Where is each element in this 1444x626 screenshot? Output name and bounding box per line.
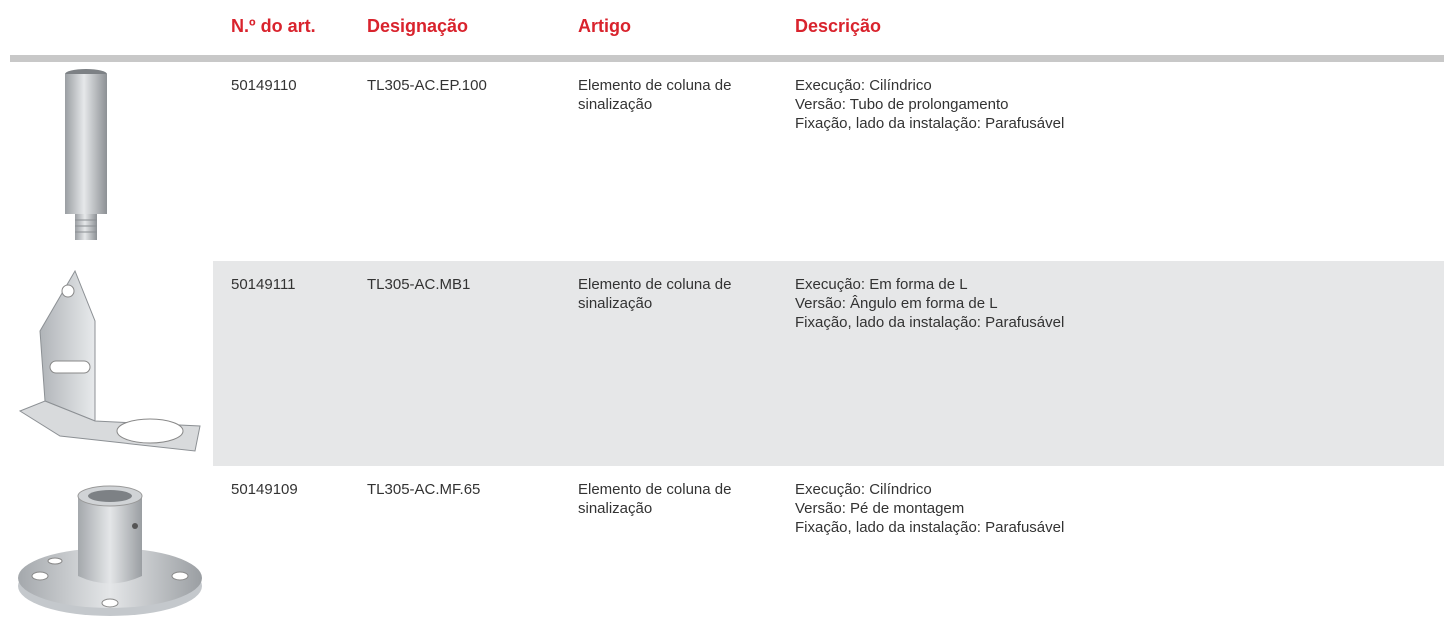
- description-line: Versão: Pé de montagem: [795, 500, 965, 517]
- designation: TL305-AC.EP.100: [367, 77, 487, 94]
- header-rule: [10, 55, 1444, 62]
- description-line: Execução: Em forma de L: [795, 276, 968, 293]
- description-line: Fixação, lado da instalação: Parafusável: [795, 314, 1065, 331]
- column-header: Designação: [367, 16, 469, 36]
- column-header: Artigo: [578, 16, 631, 36]
- description-line: Fixação, lado da instalação: Parafusável: [795, 519, 1065, 536]
- column-header: Descrição: [795, 16, 882, 36]
- description: Execução: Cilíndrico Versão: Pé de montag…: [795, 480, 1064, 537]
- table-row: 50149109 TL305-AC.MF.65 Elemento de coluna…: [213, 466, 1444, 626]
- article: Elemento de coluna de sinalização: [578, 481, 732, 517]
- table-row: 50149111 TL305-AC.MB1 Elemento de coluna d…: [213, 261, 1444, 466]
- description: Execução: Em forma de L Versão: Ângulo em…: [795, 275, 1064, 332]
- article-number: 50149110: [231, 77, 297, 94]
- product-image: [18, 269, 201, 452]
- description-line: Fixação, lado da instalação: Parafusável: [795, 115, 1065, 132]
- description-line: Execução: Cilíndrico: [795, 481, 932, 498]
- description-line: Versão: Ângulo em forma de L: [795, 295, 998, 312]
- designation: TL305-AC.MF.65: [367, 481, 481, 498]
- table-row: 50149110 TL305-AC.EP.100 Elemento de colun…: [213, 62, 1444, 261]
- column-header: N.º do art.: [231, 16, 316, 36]
- designation: TL305-AC.MB1: [367, 276, 471, 293]
- product-image: [65, 69, 107, 240]
- product-image: [18, 485, 202, 616]
- article: Elemento de coluna de sinalização: [578, 77, 732, 113]
- description: Execução: Cilíndrico Versão: Tubo de prol…: [795, 76, 1064, 133]
- article-number: 50149109: [231, 481, 298, 498]
- description-line: Versão: Tubo de prolongamento: [795, 96, 1009, 113]
- description-line: Execução: Cilíndrico: [795, 77, 932, 94]
- article-number: 50149111: [231, 276, 296, 293]
- article: Elemento de coluna de sinalização: [578, 276, 732, 312]
